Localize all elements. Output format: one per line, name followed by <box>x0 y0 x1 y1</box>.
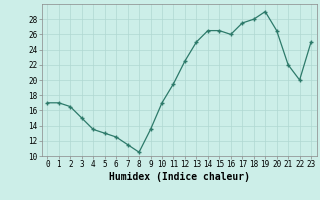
X-axis label: Humidex (Indice chaleur): Humidex (Indice chaleur) <box>109 172 250 182</box>
